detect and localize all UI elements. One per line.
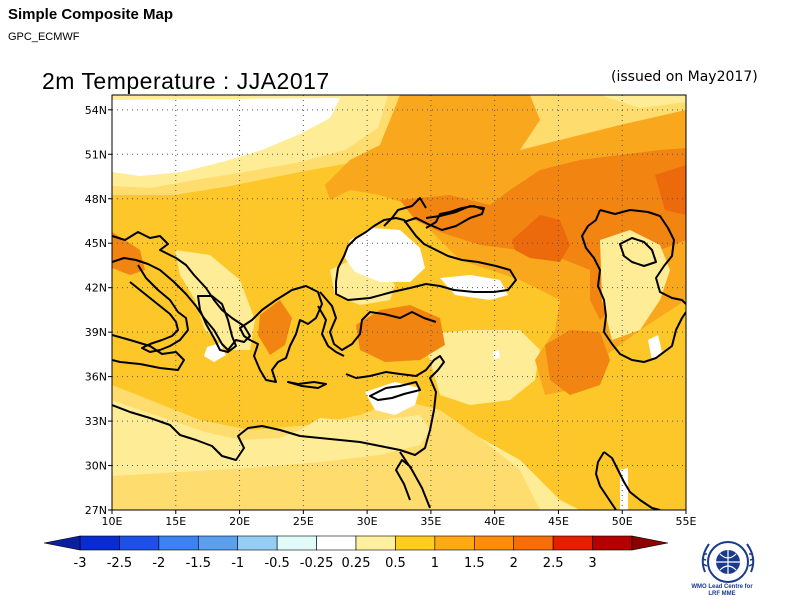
lon-label: 45E [548, 515, 569, 528]
colorbar-label: 2 [510, 556, 518, 571]
coastline-segment [287, 381, 327, 389]
colorbar-segment [316, 535, 357, 551]
colorbar-segment [79, 535, 120, 551]
lon-label: 15E [165, 515, 186, 528]
lon-label: 40E [484, 515, 505, 528]
colorbar-segment [276, 535, 317, 551]
colorbar-label: -1.5 [186, 556, 211, 571]
anomaly-region-white [648, 335, 662, 360]
lat-label: 30N [85, 460, 107, 473]
issued-date: (issued on May2017) [611, 69, 758, 85]
colorbar-segment [513, 535, 554, 551]
colorbar-label: 1 [431, 556, 439, 571]
logo-text-line1: WMO Lead Centre for [691, 584, 753, 590]
lon-label: 35E [420, 515, 441, 528]
colorbar-segment [197, 535, 239, 551]
coastline-segment [369, 381, 421, 401]
colorbar-label: 3 [588, 556, 596, 571]
coastline-segment [581, 209, 686, 363]
coastline-segment [129, 264, 189, 353]
lon-label: 25E [293, 515, 314, 528]
coastline-segment [197, 295, 237, 353]
colorbar-segment [395, 535, 436, 551]
wmo-logo [701, 541, 755, 583]
colorbar-label: 0.5 [385, 556, 406, 571]
colorbar-label: -0.5 [264, 556, 289, 571]
lat-lon-grid [112, 95, 686, 510]
anomaly-region-strong [512, 215, 570, 262]
colorbar-segment [473, 535, 515, 551]
lat-label: 45N [85, 237, 107, 250]
colorbar-label: 1.5 [464, 556, 485, 571]
colorbar-label: -2.5 [107, 556, 132, 571]
lat-label: 36N [85, 371, 107, 384]
colorbar-segment [119, 535, 160, 551]
anomaly-region-strong [655, 165, 686, 215]
colorbar: -3 -2.5 -2 -1.5 -1 -0.5 -0.25 0.25 0.5 1 1.5 2 2.5 3 [43, 535, 669, 571]
lat-label: 42N [85, 282, 107, 295]
colorbar-label: 2.5 [543, 556, 564, 571]
anomaly-region-white [440, 275, 508, 300]
coastlines [112, 197, 686, 510]
coastline-segment [335, 217, 517, 301]
coastline-segment [383, 197, 427, 227]
lat-label: 39N [85, 326, 107, 339]
coastline-segment [319, 291, 437, 351]
anomaly-region-deep [545, 330, 610, 395]
colorbar-label: -2 [152, 556, 165, 571]
lat-label: 51N [85, 148, 107, 161]
anomaly-region-deep [258, 300, 292, 355]
coastline-segment [112, 355, 445, 461]
colorbar-label: -3 [74, 556, 87, 571]
lon-label: 20E [229, 515, 250, 528]
anomaly-region-pale [600, 95, 686, 108]
coastline-segment [317, 305, 345, 357]
coastline-segment [395, 451, 431, 509]
coastline-segment [619, 237, 657, 267]
colorbar-segment [592, 535, 633, 551]
anomaly-region-deep [356, 305, 445, 362]
colorbar-segment [355, 535, 396, 551]
colorbar-segment [434, 535, 475, 551]
logo-text-line2: LRF MME [708, 591, 736, 597]
coastline-segment [595, 451, 661, 510]
colorbar-segment [552, 535, 593, 551]
colorbar-arrow-low [43, 535, 81, 551]
header-subtitle: GPC_ECMWF [8, 31, 80, 43]
coastline-segment [425, 205, 485, 229]
colorbar-label: -0.25 [300, 556, 334, 571]
lat-label: 54N [85, 104, 107, 117]
coastline-segment [112, 334, 185, 371]
anomaly-region-white [493, 350, 500, 359]
anomaly-region-light [520, 95, 686, 150]
lat-label: 27N [85, 504, 107, 517]
anomaly-region-white [345, 228, 425, 282]
map-title: 2m Temperature : JJA2017 [42, 68, 330, 94]
coastline-segment [403, 205, 485, 231]
lat-label: 48N [85, 193, 107, 206]
latitude-axis: 54N 51N 48N 45N 42N 39N 36N 33N 30N 27N [85, 104, 112, 517]
anomaly-region-pale [112, 400, 430, 476]
coastline-segment [112, 231, 251, 351]
colorbar-segment [158, 535, 199, 551]
lon-label: 30E [357, 515, 378, 528]
anomaly-region-white [204, 343, 226, 362]
colorbar-label: 0.25 [342, 556, 371, 571]
coastline-segment [239, 285, 323, 383]
longitude-axis: 10E 15E 20E 25E 30E 35E 40E 45E 50E 55E [102, 510, 697, 528]
map-frame [111, 94, 687, 511]
lat-label: 33N [85, 415, 107, 428]
lon-label: 50E [612, 515, 633, 528]
header-title: Simple Composite Map [8, 6, 174, 23]
anomaly-region-deep [112, 232, 145, 275]
colorbar-label: -1 [231, 556, 244, 571]
colorbar-segment [237, 535, 278, 551]
lon-label: 55E [676, 515, 697, 528]
colorbar-arrow-high [631, 535, 669, 551]
anomaly-region-pale [600, 230, 670, 340]
lon-label: 10E [102, 515, 123, 528]
anomaly-region-white [112, 98, 340, 176]
anomaly-region-pale [420, 330, 540, 405]
